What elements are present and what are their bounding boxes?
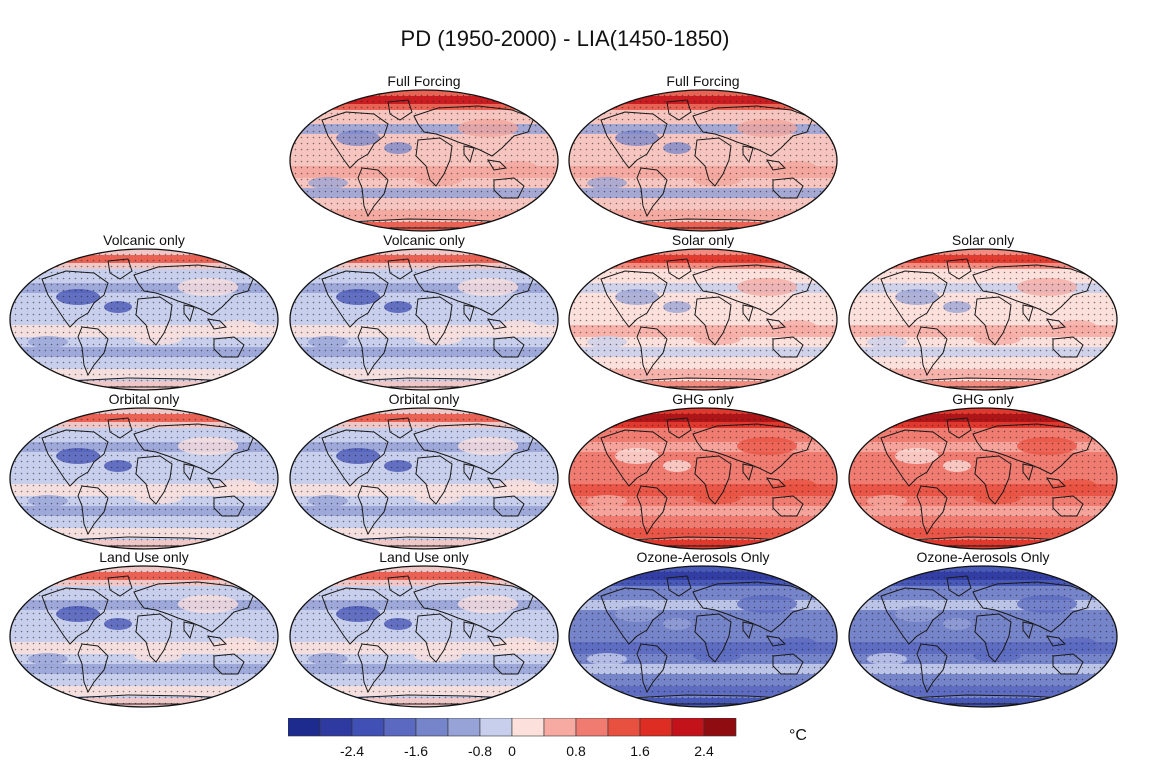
colorbar-tick-label: 0.8 (566, 743, 586, 759)
colorbar-tick-label: -2.4 (340, 743, 364, 759)
map-panel: Full Forcing (567, 73, 839, 233)
panel-title: Land Use only (99, 549, 189, 565)
map-panel: Land Use only (8, 549, 280, 709)
map-panel: Solar only (847, 232, 1119, 392)
colorbar-tick-label: 2.4 (694, 743, 714, 759)
map-panel: Land Use only (288, 549, 560, 709)
world-map (568, 89, 838, 232)
panel-title: GHG only (952, 391, 1014, 407)
colorbar-swatch (671, 718, 705, 737)
colorbar-swatch (479, 718, 513, 737)
panel-title: Volcanic only (103, 232, 185, 248)
world-map (289, 565, 559, 708)
map-panel: GHG only (567, 391, 839, 551)
world-map (848, 248, 1118, 391)
world-map (289, 407, 559, 550)
colorbar-tick-label: -1.6 (404, 743, 428, 759)
panel-title: Solar only (671, 232, 735, 248)
figure-title: PD (1950-2000) - LIA(1450-1850) (400, 26, 730, 51)
world-map (289, 248, 559, 391)
colorbar-swatch (415, 718, 449, 737)
colorbar-swatch (607, 718, 641, 737)
world-map (9, 565, 279, 708)
world-map (289, 89, 559, 232)
panel-title: Land Use only (379, 549, 469, 565)
panel-title: Full Forcing (387, 73, 461, 89)
map-panel: Orbital only (8, 391, 280, 551)
colorbar-tick-label: 1.6 (630, 743, 650, 759)
colorbar-swatch (383, 718, 417, 737)
colorbar-swatch (543, 718, 577, 737)
panel-title: Orbital only (388, 391, 460, 407)
panel-title: GHG only (672, 391, 734, 407)
colorbar-swatch (447, 718, 481, 737)
map-panel: Volcanic only (288, 232, 560, 392)
colorbar-swatch (703, 718, 737, 737)
colorbar-swatch (639, 718, 673, 737)
colorbar-swatch (319, 718, 353, 737)
map-panel: Volcanic only (8, 232, 280, 392)
map-panel: Ozone-Aerosols Only (567, 549, 839, 709)
world-map (9, 248, 279, 391)
panel-title: Orbital only (108, 391, 180, 407)
map-panel: GHG only (847, 391, 1119, 551)
map-panel: Ozone-Aerosols Only (847, 549, 1119, 709)
world-map (568, 248, 838, 391)
colorbar: -2.4 -1.6 -0.8 0 0.8 1.6 2.4 (288, 718, 737, 759)
panel-title: Ozone-Aerosols Only (916, 549, 1050, 565)
world-map (848, 565, 1118, 708)
panel-title: Solar only (951, 232, 1015, 248)
colorbar-swatch (351, 718, 385, 737)
colorbar-swatch (288, 718, 321, 737)
colorbar-unit: °C (789, 727, 807, 744)
world-map (568, 565, 838, 708)
colorbar-tick-label: -0.8 (468, 743, 492, 759)
world-map (568, 407, 838, 550)
world-map (848, 407, 1118, 550)
panel-title: Volcanic only (383, 232, 465, 248)
world-map (9, 407, 279, 550)
panel-title: Full Forcing (666, 73, 740, 89)
colorbar-swatch (511, 718, 545, 737)
map-panel: Solar only (567, 232, 839, 392)
colorbar-tick-label: 0 (508, 743, 516, 759)
map-panel: Full Forcing (288, 73, 560, 233)
panel-title: Ozone-Aerosols Only (636, 549, 770, 565)
colorbar-swatch (575, 718, 609, 737)
map-panel: Orbital only (288, 391, 560, 551)
